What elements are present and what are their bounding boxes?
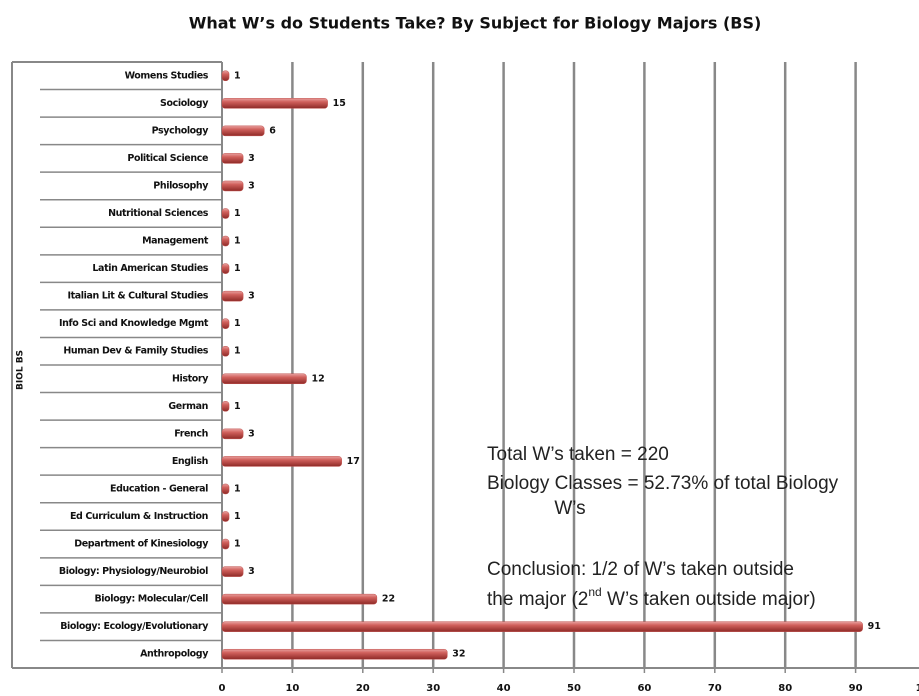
- x-tick-label: 80: [778, 683, 792, 694]
- y-tick-label: History: [172, 373, 209, 384]
- bar: [221, 538, 230, 550]
- bar: [221, 401, 230, 412]
- annotation: Total W’s taken = 220: [487, 444, 669, 465]
- bar: [221, 648, 448, 660]
- y-tick-label: Biology: Physiology/Neurobiol: [59, 566, 208, 577]
- value-label: 3: [248, 566, 255, 577]
- value-label: 1: [234, 483, 241, 494]
- y-tick-label: Womens Studies: [125, 70, 209, 81]
- bar: [221, 235, 230, 247]
- bar: [221, 125, 265, 137]
- bar: [221, 290, 244, 302]
- annotation-superscript: nd: [588, 585, 601, 599]
- x-tick-label: 70: [708, 683, 722, 694]
- bar: [221, 621, 863, 632]
- value-label: 1: [234, 236, 241, 247]
- value-label: 1: [234, 539, 241, 550]
- y-tick-label: Biology: Ecology/Evolutionary: [60, 621, 209, 632]
- annotation-part: the major (2: [487, 589, 588, 610]
- annotation: the major (2nd W’s taken outside major): [487, 585, 816, 610]
- annotation: Conclusion: 1/2 of W’s taken outside: [487, 559, 794, 580]
- bar: [221, 373, 307, 385]
- value-label: 3: [248, 180, 255, 191]
- x-tick-label: 60: [637, 683, 651, 694]
- value-label: 1: [234, 346, 241, 357]
- bar: [221, 345, 230, 357]
- y-tick-label: Italian Lit & Cultural Studies: [68, 291, 209, 302]
- value-label: 1: [234, 208, 241, 219]
- y-tick-label: Sociology: [160, 98, 209, 109]
- bar: [221, 98, 328, 109]
- y-tick-label: Psychology: [152, 125, 210, 136]
- bar: [221, 593, 378, 605]
- y-tick-label: Biology: Molecular/Cell: [94, 594, 208, 605]
- bar: [221, 153, 244, 164]
- x-tick-label: 10: [285, 683, 299, 694]
- x-tick-label: 30: [426, 683, 440, 694]
- x-tick-label: 40: [497, 683, 511, 694]
- annotation: Biology Classes = 52.73% of total Biolog…: [487, 473, 839, 494]
- x-tick-label: 0: [219, 683, 226, 694]
- value-label: 1: [234, 263, 241, 274]
- bar: [221, 208, 230, 219]
- y-tick-label: English: [172, 456, 209, 467]
- annotation-part: W’s taken outside major): [602, 589, 816, 610]
- value-label: 6: [269, 125, 276, 136]
- value-label: 1: [234, 401, 241, 412]
- y-tick-label: Education - General: [110, 483, 208, 494]
- y-axis-label: BIOL BS: [16, 350, 26, 390]
- y-tick-label: Nutritional Sciences: [108, 208, 209, 219]
- y-tick-label: German: [168, 401, 208, 412]
- y-tick-label: Info Sci and Knowledge Mgmt: [59, 318, 209, 329]
- y-tick-label: Latin American Studies: [92, 263, 208, 274]
- x-tick-label: 100: [916, 683, 919, 694]
- y-tick-label: Philosophy: [153, 180, 209, 191]
- value-label: 12: [311, 373, 324, 384]
- y-tick-label: Department of Kinesiology: [74, 539, 209, 550]
- bar: [221, 511, 230, 522]
- annotation: W’s: [554, 498, 585, 519]
- value-label: 3: [248, 291, 255, 302]
- chart-title: What W’s do Students Take? By Subject fo…: [189, 14, 762, 33]
- y-tick-label: Anthropology: [140, 649, 209, 660]
- value-label: 91: [868, 621, 881, 632]
- bar: [221, 263, 230, 274]
- bar: [221, 180, 244, 192]
- value-label: 1: [234, 70, 241, 81]
- bar: [221, 70, 230, 82]
- x-tick-label: 90: [849, 683, 863, 694]
- value-label: 3: [248, 428, 255, 439]
- value-label: 1: [234, 318, 241, 329]
- value-label: 15: [333, 98, 346, 109]
- x-tick-label: 20: [356, 683, 370, 694]
- y-tick-label: Ed Curriculum & Instruction: [70, 511, 209, 522]
- bar: [221, 566, 244, 577]
- bar: [221, 318, 230, 329]
- bar: [221, 483, 230, 495]
- y-tick-label: Human Dev & Family Studies: [63, 346, 208, 357]
- value-label: 1: [234, 511, 241, 522]
- value-label: 32: [452, 649, 465, 660]
- y-tick-label: Management: [142, 236, 209, 247]
- value-label: 22: [382, 594, 395, 605]
- bar: [221, 456, 342, 467]
- y-tick-label: French: [174, 428, 208, 439]
- value-label: 3: [248, 153, 255, 164]
- y-tick-label: Political Science: [127, 153, 208, 164]
- x-tick-label: 50: [567, 683, 581, 694]
- bar: [221, 428, 244, 440]
- value-label: 17: [347, 456, 360, 467]
